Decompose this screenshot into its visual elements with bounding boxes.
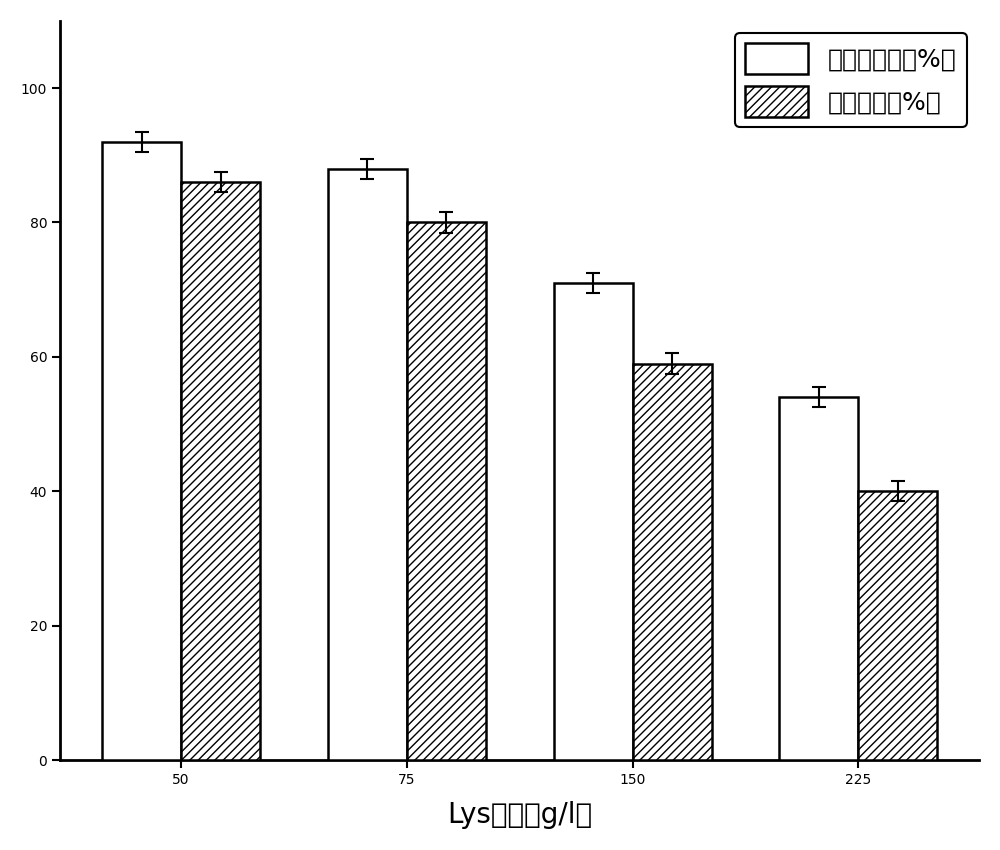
Bar [328, 168, 407, 760]
Bar [554, 283, 633, 760]
Bar [407, 223, 486, 760]
Legend: 戊二胺得率（%）, 甲酸得率（%）: 戊二胺得率（%）, 甲酸得率（%） [735, 33, 967, 127]
Bar [181, 182, 260, 760]
Bar [633, 364, 712, 760]
X-axis label: Lys浓度（g/l）: Lys浓度（g/l） [447, 802, 592, 829]
Bar [779, 397, 858, 760]
Bar [102, 142, 181, 760]
Bar [858, 491, 937, 760]
